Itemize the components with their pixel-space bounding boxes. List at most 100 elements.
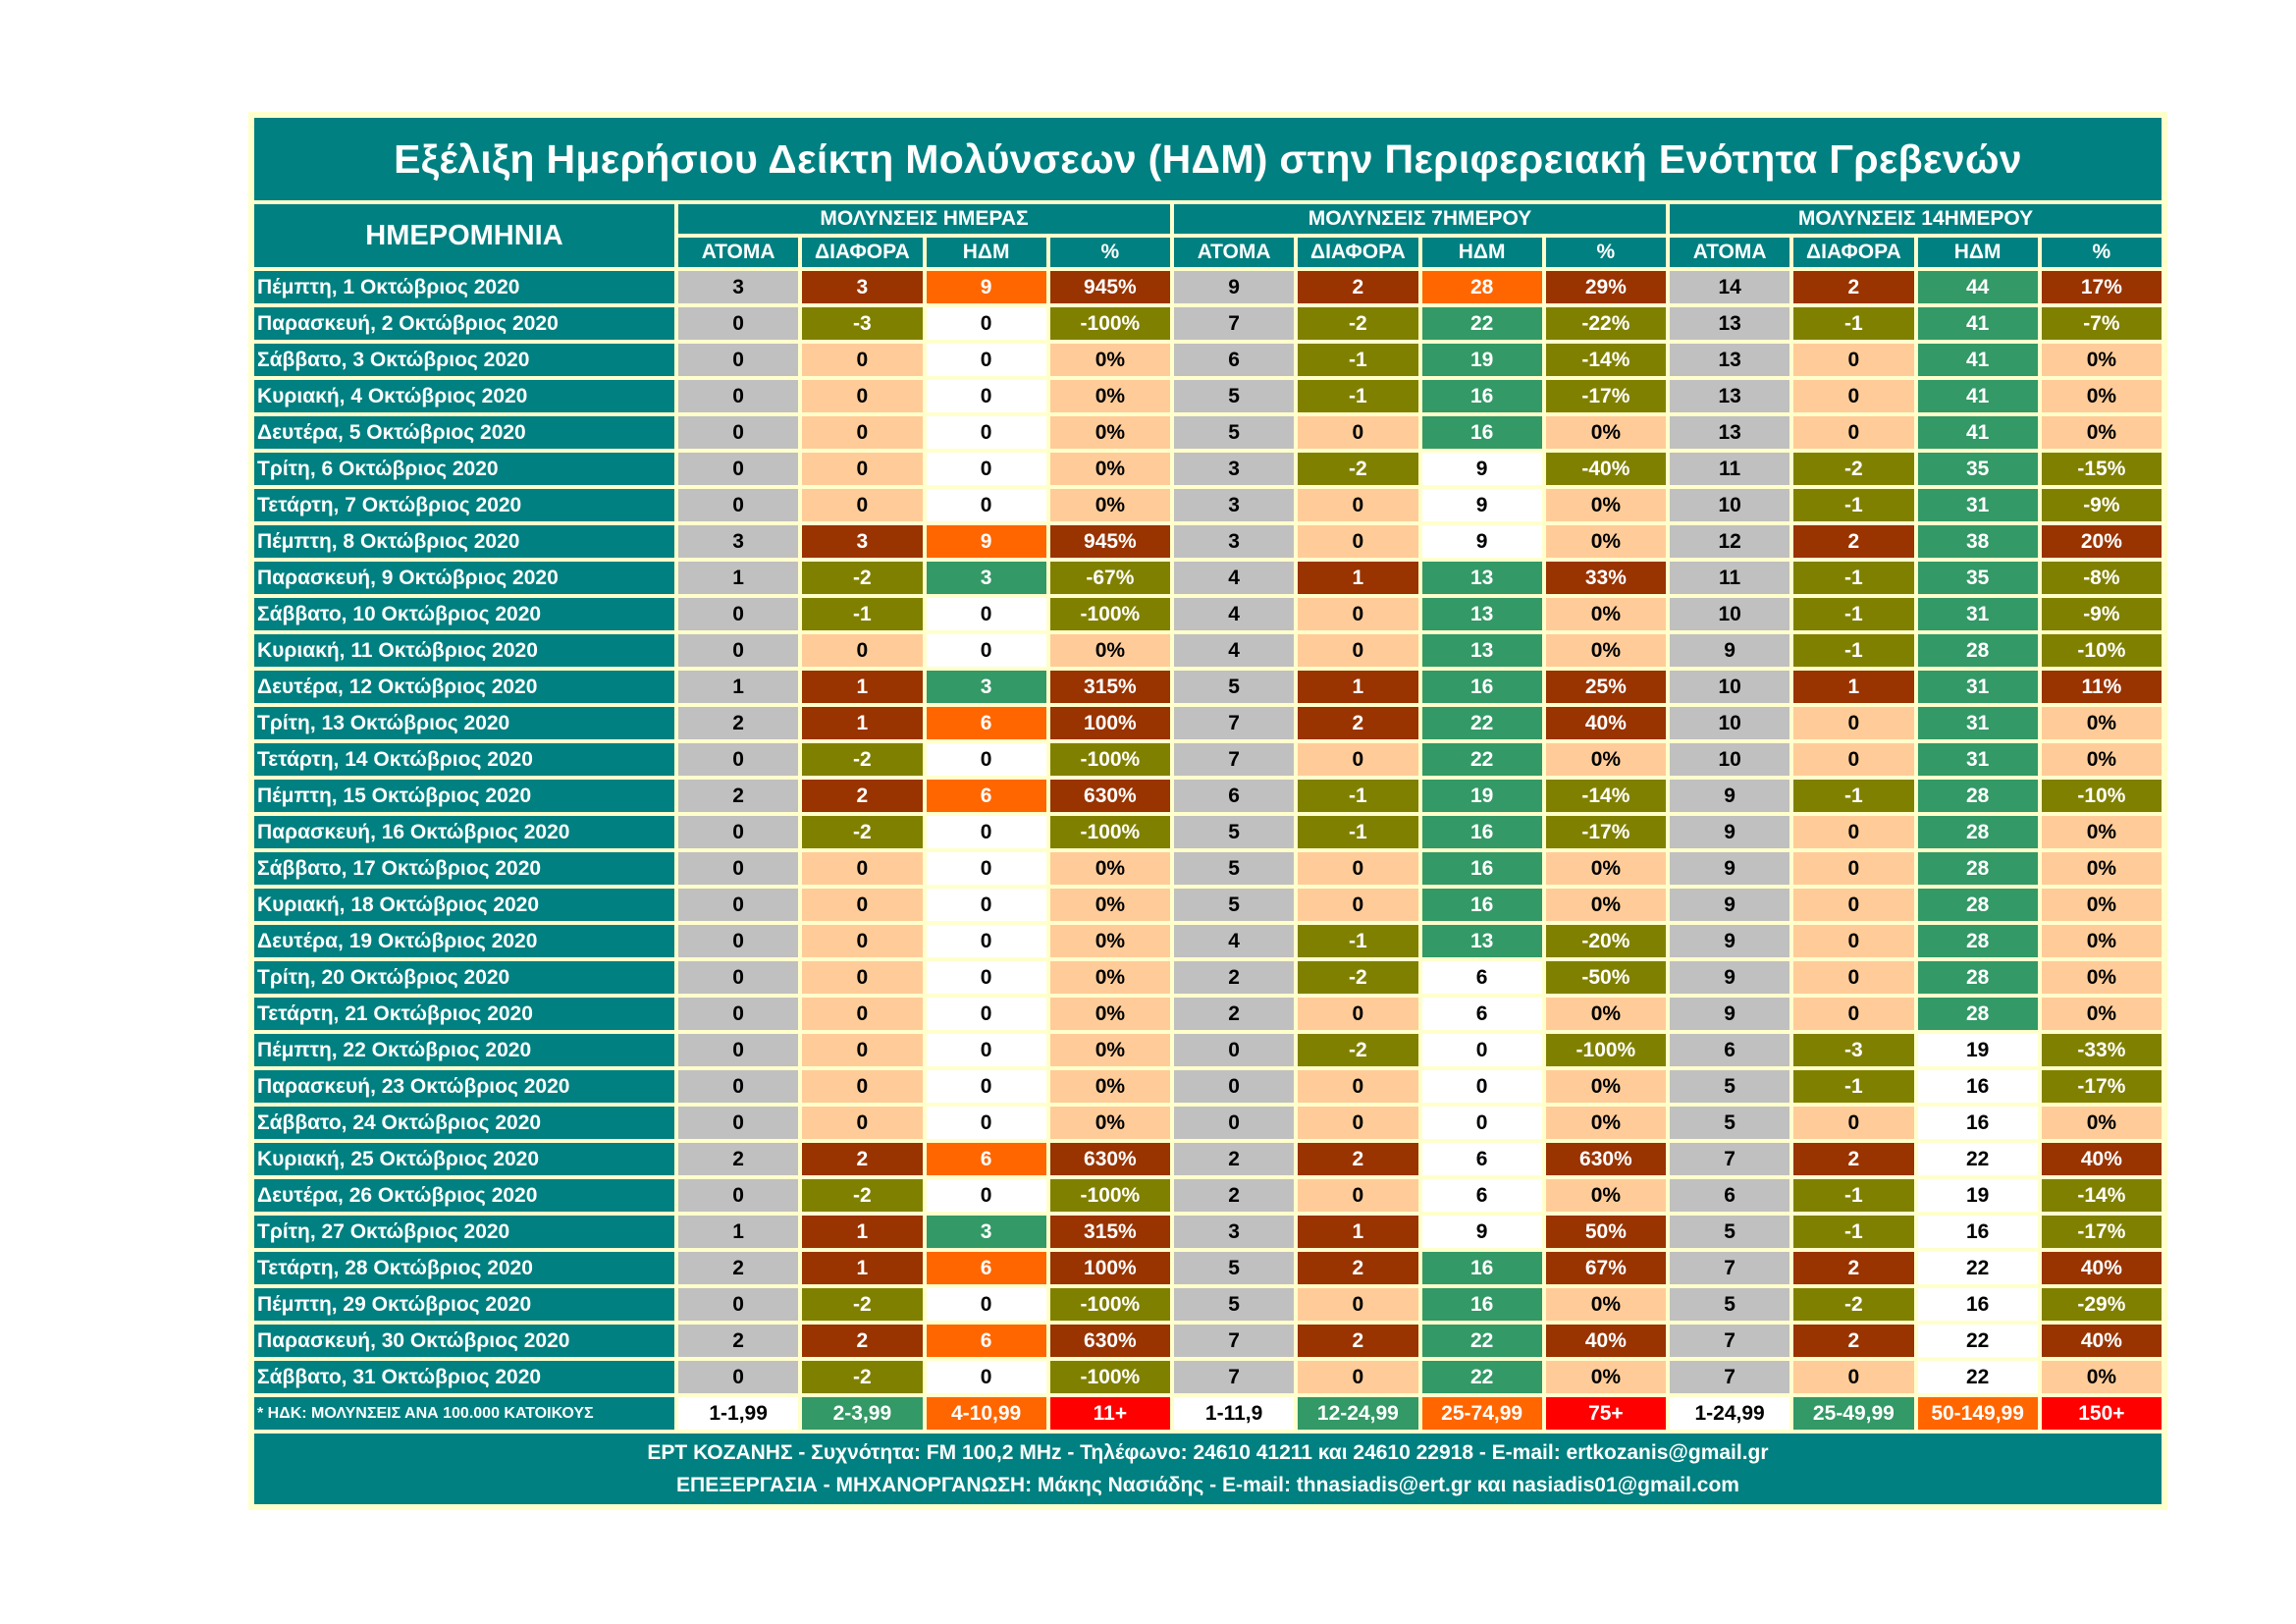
table-row: Πέμπτη, 8 Οκτώβριος 2020 3 3 9 945% 3 0 9 0% 12 2 3…	[254, 525, 2162, 558]
table-row: Κυριακή, 18 Οκτώβριος 2020 0 0 0 0% 5 0 16 0% 9 0 2…	[254, 889, 2162, 921]
daily-percent-cell: 0%	[1049, 961, 1170, 994]
row-date: Παρασκευή, 30 Οκτώβριος 2020	[254, 1325, 674, 1357]
daily-atoma-cell: 0	[678, 925, 799, 957]
7day-hdm-cell: 22	[1421, 743, 1542, 776]
14day-diafora-cell: 0	[1793, 743, 1914, 776]
daily-atoma-cell: 1	[678, 671, 799, 703]
daily-atoma-cell: 0	[678, 1034, 799, 1066]
row-date: Παρασκευή, 9 Οκτώβριος 2020	[254, 562, 674, 594]
table-row: Δευτέρα, 5 Οκτώβριος 2020 0 0 0 0% 5 0 16 0% 13 0 4…	[254, 416, 2162, 449]
7day-diafora-cell: 1	[1298, 562, 1418, 594]
14day-diafora-cell: -2	[1793, 1288, 1914, 1321]
14day-hdm-cell: 31	[1917, 489, 2038, 521]
daily-diafora-cell: 3	[802, 525, 923, 558]
7day-diafora-cell: -1	[1298, 344, 1418, 376]
14day-hdm-cell: 28	[1917, 780, 2038, 812]
14day-hdm-cell: 16	[1917, 1107, 2038, 1139]
14day-hdm-cell: 19	[1917, 1034, 2038, 1066]
7day-atoma-cell: 2	[1174, 1143, 1295, 1175]
legend-range: 50-149,99	[1917, 1397, 2038, 1430]
row-date: Δευτέρα, 5 Οκτώβριος 2020	[254, 416, 674, 449]
subheader-percent: %	[1049, 238, 1170, 267]
subheader-hdm: ΗΔΜ	[1421, 238, 1542, 267]
14day-percent-cell: 40%	[2041, 1325, 2162, 1357]
14day-atoma-cell: 6	[1670, 1179, 1790, 1212]
daily-percent-cell: 0%	[1049, 889, 1170, 921]
daily-hdm-cell: 0	[926, 307, 1046, 340]
daily-atoma-cell: 2	[678, 780, 799, 812]
14day-hdm-cell: 41	[1917, 380, 2038, 412]
7day-atoma-cell: 0	[1174, 1070, 1295, 1103]
7day-diafora-cell: 1	[1298, 671, 1418, 703]
report-title: Εξέλιξη Ημερήσιου Δείκτη Μολύνσεων (ΗΔΜ)…	[254, 118, 2162, 200]
14day-diafora-cell: 0	[1793, 416, 1914, 449]
table-row: Παρασκευή, 9 Οκτώβριος 2020 1 -2 3 -67% 4 1 13 3…	[254, 562, 2162, 594]
14day-diafora-cell: -1	[1793, 1070, 1914, 1103]
daily-percent-cell: -100%	[1049, 598, 1170, 630]
7day-percent-cell: -14%	[1545, 344, 1666, 376]
daily-diafora-cell: -3	[802, 307, 923, 340]
7day-hdm-cell: 16	[1421, 816, 1542, 848]
daily-hdm-cell: 0	[926, 453, 1046, 485]
daily-diafora-cell: 0	[802, 1107, 923, 1139]
14day-diafora-cell: 0	[1793, 961, 1914, 994]
14day-diafora-cell: 0	[1793, 816, 1914, 848]
7day-atoma-cell: 4	[1174, 562, 1295, 594]
7day-atoma-cell: 4	[1174, 925, 1295, 957]
row-date: Δευτέρα, 12 Οκτώβριος 2020	[254, 671, 674, 703]
daily-hdm-cell: 0	[926, 344, 1046, 376]
14day-percent-cell: -8%	[2041, 562, 2162, 594]
row-date: Πέμπτη, 15 Οκτώβριος 2020	[254, 780, 674, 812]
7day-percent-cell: 0%	[1545, 1107, 1666, 1139]
14day-atoma-cell: 13	[1670, 380, 1790, 412]
7day-percent-cell: -100%	[1545, 1034, 1666, 1066]
table-row: Σάββατο, 3 Οκτώβριος 2020 0 0 0 0% 6 -1 19 -14% 1…	[254, 344, 2162, 376]
14day-percent-cell: 0%	[2041, 852, 2162, 885]
table-row: Πέμπτη, 29 Οκτώβριος 2020 0 -2 0 -100% 5 0 16 0%…	[254, 1288, 2162, 1321]
row-date: Παρασκευή, 2 Οκτώβριος 2020	[254, 307, 674, 340]
daily-diafora-cell: -2	[802, 1179, 923, 1212]
14day-hdm-cell: 22	[1917, 1325, 2038, 1357]
daily-hdm-cell: 0	[926, 852, 1046, 885]
14day-percent-cell: 0%	[2041, 707, 2162, 739]
daily-percent-cell: 0%	[1049, 1070, 1170, 1103]
7day-diafora-cell: -1	[1298, 780, 1418, 812]
daily-hdm-cell: 0	[926, 998, 1046, 1030]
daily-percent-cell: -100%	[1049, 1361, 1170, 1393]
daily-percent-cell: 0%	[1049, 925, 1170, 957]
14day-hdm-cell: 31	[1917, 671, 2038, 703]
7day-percent-cell: 0%	[1545, 889, 1666, 921]
daily-atoma-cell: 0	[678, 743, 799, 776]
row-date: Τρίτη, 6 Οκτώβριος 2020	[254, 453, 674, 485]
row-date: Σάββατο, 31 Οκτώβριος 2020	[254, 1361, 674, 1393]
7day-atoma-cell: 5	[1174, 816, 1295, 848]
row-date: Τετάρτη, 21 Οκτώβριος 2020	[254, 998, 674, 1030]
row-date: Σάββατο, 17 Οκτώβριος 2020	[254, 852, 674, 885]
daily-percent-cell: 630%	[1049, 1143, 1170, 1175]
14day-percent-cell: 0%	[2041, 380, 2162, 412]
14day-diafora-cell: 0	[1793, 707, 1914, 739]
daily-atoma-cell: 1	[678, 1216, 799, 1248]
7day-diafora-cell: -2	[1298, 961, 1418, 994]
7day-percent-cell: 25%	[1545, 671, 1666, 703]
7day-hdm-cell: 13	[1421, 598, 1542, 630]
14day-diafora-cell: 0	[1793, 925, 1914, 957]
table-row: Πέμπτη, 1 Οκτώβριος 2020 3 3 9 945% 9 2 28 29% 14…	[254, 271, 2162, 303]
daily-hdm-cell: 0	[926, 743, 1046, 776]
7day-hdm-cell: 6	[1421, 998, 1542, 1030]
daily-atoma-cell: 0	[678, 1179, 799, 1212]
7day-hdm-cell: 9	[1421, 1216, 1542, 1248]
date-column-header: ΗΜΕΡΟΜΗΝΙΑ	[254, 204, 674, 267]
14day-diafora-cell: -1	[1793, 1216, 1914, 1248]
daily-percent-cell: 0%	[1049, 1034, 1170, 1066]
14day-percent-cell: -17%	[2041, 1216, 2162, 1248]
14day-diafora-cell: -1	[1793, 1179, 1914, 1212]
daily-diafora-cell: 0	[802, 489, 923, 521]
table-row: Τρίτη, 20 Οκτώβριος 2020 0 0 0 0% 2 -2 6 -50% 9 0 2…	[254, 961, 2162, 994]
daily-hdm-cell: 9	[926, 271, 1046, 303]
14day-hdm-cell: 28	[1917, 634, 2038, 667]
daily-hdm-cell: 0	[926, 889, 1046, 921]
daily-hdm-cell: 3	[926, 1216, 1046, 1248]
14day-hdm-cell: 35	[1917, 562, 2038, 594]
14day-diafora-cell: -2	[1793, 453, 1914, 485]
